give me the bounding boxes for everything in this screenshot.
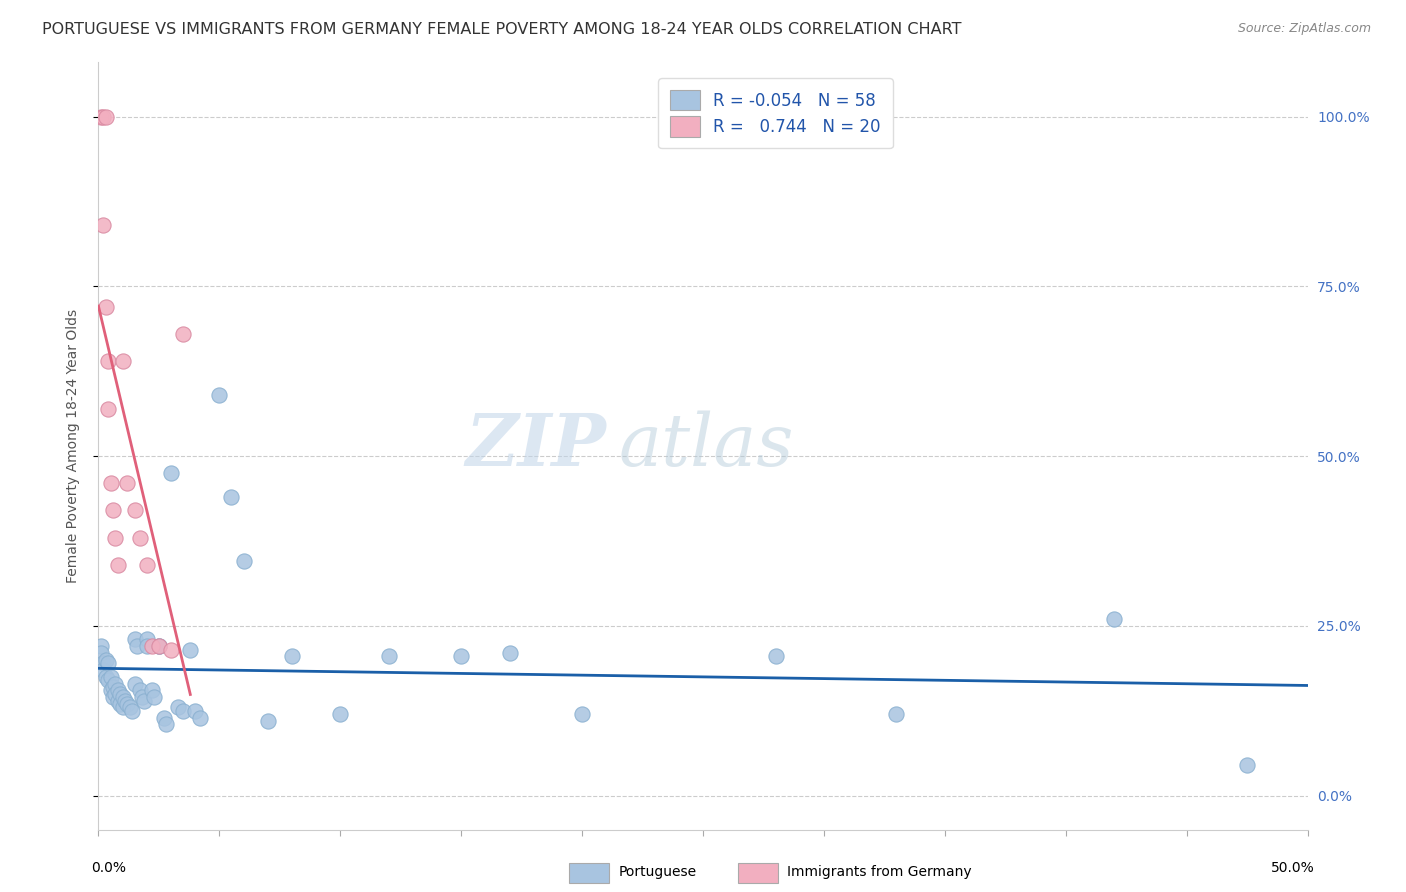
- Point: [131, 690, 153, 705]
- Point: [184, 704, 207, 718]
- Point: [107, 683, 129, 698]
- Text: Portuguese: Portuguese: [619, 865, 697, 880]
- Text: Immigrants from Germany: Immigrants from Germany: [787, 865, 972, 880]
- Point: [208, 388, 231, 402]
- Point: [124, 503, 146, 517]
- Text: 50.0%: 50.0%: [1271, 861, 1315, 875]
- Point: [108, 687, 131, 701]
- Point: [128, 683, 150, 698]
- Point: [97, 657, 120, 671]
- Point: [91, 219, 114, 233]
- Point: [100, 476, 122, 491]
- Point: [101, 690, 124, 705]
- Point: [121, 704, 143, 718]
- Point: [143, 690, 166, 705]
- Point: [135, 632, 157, 647]
- Point: [152, 710, 174, 724]
- Point: [377, 649, 399, 664]
- Point: [100, 683, 122, 698]
- Point: [111, 690, 134, 705]
- Point: [281, 649, 304, 664]
- Point: [1102, 612, 1125, 626]
- Point: [148, 640, 170, 654]
- Point: [104, 687, 127, 701]
- Point: [118, 700, 141, 714]
- Point: [114, 693, 136, 707]
- Point: [108, 697, 131, 711]
- Text: PORTUGUESE VS IMMIGRANTS FROM GERMANY FEMALE POVERTY AMONG 18-24 YEAR OLDS CORRE: PORTUGUESE VS IMMIGRANTS FROM GERMANY FE…: [42, 22, 962, 37]
- Point: [155, 717, 177, 731]
- Point: [117, 697, 139, 711]
- Text: Source: ZipAtlas.com: Source: ZipAtlas.com: [1237, 22, 1371, 36]
- Point: [90, 640, 112, 654]
- Point: [124, 632, 146, 647]
- Point: [90, 646, 112, 660]
- Point: [94, 300, 117, 314]
- Point: [160, 466, 183, 480]
- Text: atlas: atlas: [619, 410, 794, 482]
- Point: [571, 707, 593, 722]
- Point: [329, 707, 352, 722]
- Point: [117, 476, 139, 491]
- Point: [97, 401, 120, 416]
- Point: [91, 657, 114, 671]
- Point: [91, 663, 114, 677]
- Point: [134, 693, 156, 707]
- Point: [232, 554, 254, 568]
- Point: [94, 670, 117, 684]
- Point: [172, 326, 194, 341]
- Point: [256, 714, 278, 728]
- Point: [148, 640, 170, 654]
- Point: [135, 558, 157, 572]
- Point: [94, 110, 117, 124]
- Point: [107, 693, 129, 707]
- Point: [111, 700, 134, 714]
- Point: [90, 110, 112, 124]
- Y-axis label: Female Poverty Among 18-24 Year Olds: Female Poverty Among 18-24 Year Olds: [66, 309, 80, 583]
- Point: [450, 649, 472, 664]
- Point: [94, 653, 117, 667]
- Point: [124, 676, 146, 690]
- Point: [128, 531, 150, 545]
- Point: [765, 649, 787, 664]
- Point: [97, 673, 120, 688]
- Point: [97, 354, 120, 368]
- Point: [107, 558, 129, 572]
- Point: [141, 640, 163, 654]
- Point: [148, 640, 170, 654]
- Point: [188, 710, 211, 724]
- Text: ZIP: ZIP: [465, 410, 606, 482]
- Point: [886, 707, 908, 722]
- Point: [91, 110, 114, 124]
- Point: [141, 683, 163, 698]
- Point: [498, 646, 520, 660]
- Point: [167, 700, 190, 714]
- Point: [135, 640, 157, 654]
- Point: [221, 490, 243, 504]
- Point: [160, 642, 183, 657]
- Point: [179, 642, 201, 657]
- Legend: R = -0.054   N = 58, R =   0.744   N = 20: R = -0.054 N = 58, R = 0.744 N = 20: [658, 78, 893, 148]
- Point: [104, 531, 127, 545]
- Point: [104, 676, 127, 690]
- Point: [101, 503, 124, 517]
- Point: [101, 680, 124, 694]
- Text: 0.0%: 0.0%: [91, 861, 127, 875]
- Point: [111, 354, 134, 368]
- Point: [172, 704, 194, 718]
- Point: [127, 640, 149, 654]
- Point: [1236, 758, 1258, 772]
- Point: [100, 670, 122, 684]
